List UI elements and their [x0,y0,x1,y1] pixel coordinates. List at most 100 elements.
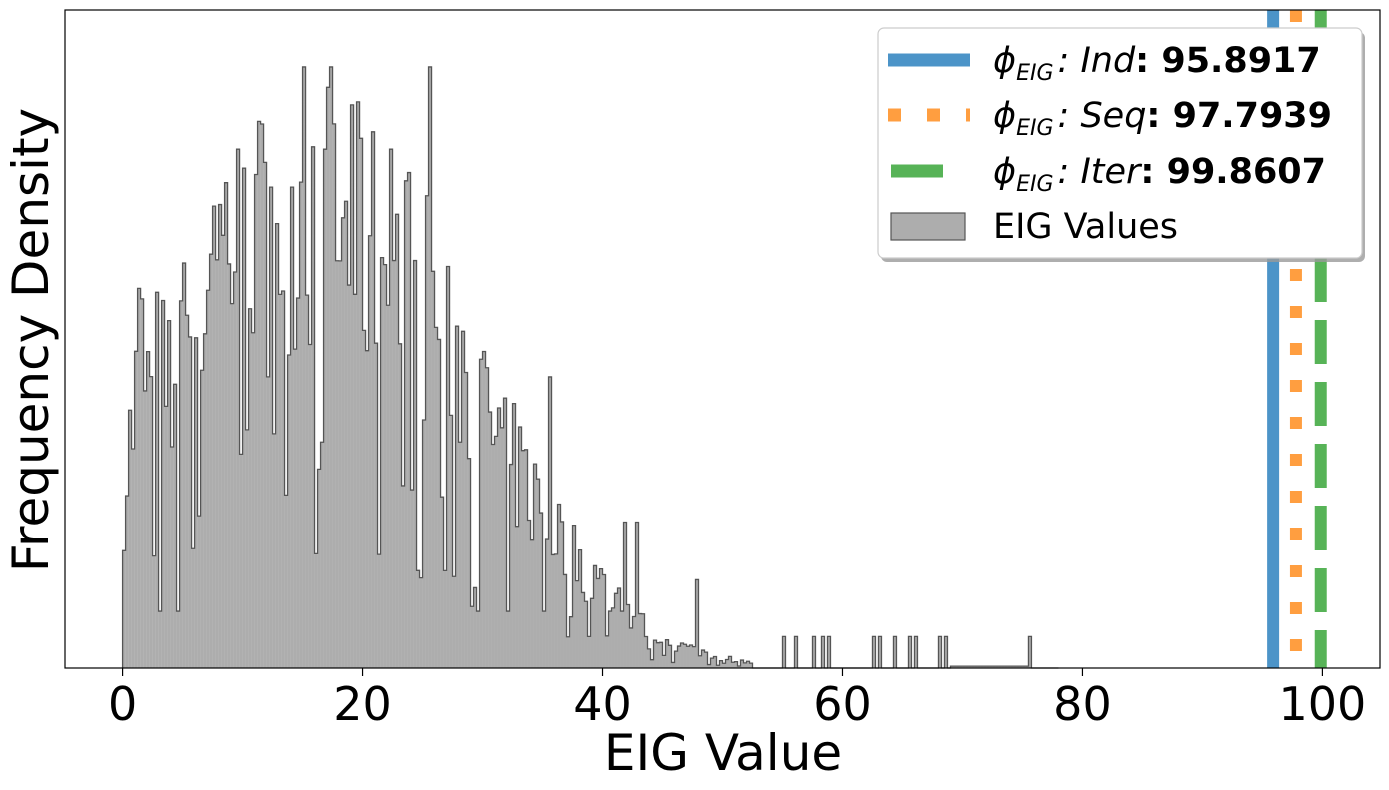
legend-label-name: : Ind [1058,41,1136,81]
histogram-bar [230,303,234,668]
legend-label-subscript: EIG [1016,61,1053,86]
histogram-bar [611,607,615,668]
histogram-bar [1025,666,1029,668]
histogram-bar [650,659,654,668]
histogram-bar [152,555,156,668]
histogram-bar [425,195,429,669]
legend-label-subscript: EIG [1016,172,1053,197]
histogram-bar [581,592,585,668]
histogram-bar [704,652,708,668]
histogram-bar [365,350,369,668]
histogram-bar [455,326,459,668]
histogram-bar [533,464,537,668]
x-axis-ticks: 0 20 40 60 80 100 [108,668,1366,731]
histogram-bar [566,636,570,668]
histogram-bar [401,485,405,668]
histogram-bar [956,666,960,668]
histogram-bar [989,666,993,668]
histogram-bar [341,217,345,668]
histogram-bar [380,257,384,668]
histogram-bar [560,521,564,668]
histogram-bar [872,636,876,668]
histogram-bar [608,611,612,668]
histogram-bar [1019,666,1023,668]
histogram-bar [473,587,477,668]
histogram-bar [266,376,270,668]
histogram-bar [1022,666,1026,668]
histogram-bar [1007,666,1011,668]
histogram-bar [281,290,285,668]
histogram-bar [1001,666,1005,668]
histogram-bar [629,627,633,668]
histogram-bar [317,469,321,668]
legend-label-value: : 97.7939 [1146,96,1332,136]
histogram-bar [908,636,912,668]
histogram-bar [527,520,531,668]
histogram-bar [386,305,390,668]
histogram-bar [689,644,693,668]
histogram-bar [320,442,324,668]
histogram-bar [530,539,534,668]
histogram-bar [446,266,450,668]
histogram-bar [221,235,225,669]
histogram-bar [620,611,624,668]
histogram-bar [398,343,402,668]
histogram-bar [245,429,249,668]
histogram-bar [539,513,543,668]
legend-label-name: : Seq [1058,96,1147,136]
histogram-bar [419,577,423,668]
histogram-bar [509,464,513,668]
histogram-bar [626,604,630,668]
histogram-bars [121,66,1059,669]
histogram-bar [464,372,468,668]
histogram-bar [827,636,831,668]
histogram-bar [200,370,204,668]
histogram-bar [428,66,432,668]
histogram-bar [146,351,150,668]
histogram-bar [938,636,942,668]
histogram-bar [548,376,552,668]
histogram-bar [179,300,183,668]
histogram-bar [551,554,555,668]
legend-label: ϕEIG: Ind: 95.8917 [993,41,1321,86]
histogram-bar [674,651,678,668]
histogram-bar [635,522,639,668]
legend-label-symbol: ϕ [993,152,1016,192]
histogram-bar [278,294,282,668]
histogram-bar [173,384,177,668]
histogram-bar [227,263,231,668]
histogram-bar [161,300,165,668]
histogram-bar [578,549,582,668]
histogram-bar [665,639,669,668]
histogram-bar [467,458,471,668]
histogram-bar [272,433,276,668]
histogram-bar [590,598,594,668]
histogram-bar [296,298,300,668]
histogram-bar [521,450,525,668]
histogram-bar [647,648,651,668]
histogram-bar [740,660,744,668]
legend-label: ϕEIG: Iter: 99.8607 [993,152,1326,197]
histogram-bar [713,656,717,668]
histogram-bar [197,516,201,668]
histogram-bar [311,146,315,669]
histogram-bar [974,666,978,668]
histogram-bar [653,640,657,668]
histogram-bar [701,650,705,668]
histogram-bar [953,666,957,668]
histogram-bar [680,643,684,668]
histogram-bar [413,260,417,668]
histogram-bar [137,288,141,668]
y-axis-label: Frequency Density [2,108,60,572]
histogram-bar [422,420,426,668]
x-tick-label: 20 [333,677,392,731]
histogram-bar [212,206,216,668]
x-tick-label: 0 [108,677,137,731]
histogram-bar [488,412,492,668]
histogram-bar [167,320,171,668]
histogram-bar [449,415,453,668]
histogram-bar [164,406,168,668]
histogram-bar [185,315,189,668]
histogram-bar [731,662,735,668]
